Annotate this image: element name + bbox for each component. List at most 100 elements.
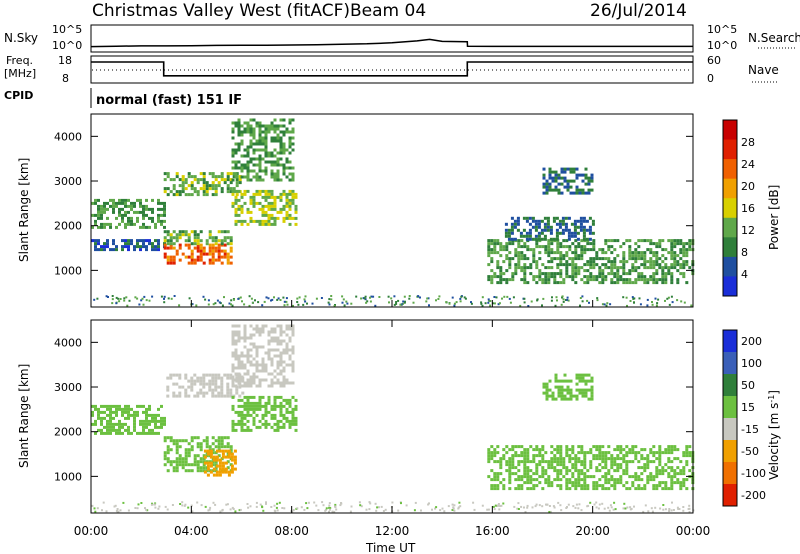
ground-scatter-cell <box>519 304 522 307</box>
data-cell <box>246 124 250 128</box>
data-cell <box>193 436 197 440</box>
power-colorbar-label: Power [dB] <box>767 185 781 250</box>
data-cell <box>670 451 674 455</box>
ground-scatter-cell <box>265 501 267 504</box>
data-cell <box>199 243 203 247</box>
data-cell <box>584 394 588 398</box>
data-cell <box>643 278 647 282</box>
data-cell <box>282 369 286 373</box>
data-cell <box>243 327 247 331</box>
data-cell <box>550 481 554 485</box>
ground-scatter-cell <box>647 510 650 513</box>
data-cell <box>211 184 215 188</box>
data-cell <box>553 278 557 282</box>
ground-scatter-cell <box>541 505 544 508</box>
data-cell <box>534 237 538 241</box>
data-cell <box>273 330 277 334</box>
data-cell <box>109 416 112 420</box>
data-cell <box>202 457 206 461</box>
data-cell <box>240 375 244 379</box>
data-cell <box>190 230 194 234</box>
data-cell <box>535 463 539 467</box>
data-cell <box>184 469 188 473</box>
data-cell <box>288 222 292 226</box>
data-cell <box>557 191 561 195</box>
data-cell <box>507 231 511 235</box>
data-cell <box>493 275 497 279</box>
ground-scatter-cell <box>160 295 163 298</box>
data-cell <box>502 272 506 276</box>
ground-scatter-cell <box>610 506 613 509</box>
ground-scatter-cell <box>464 297 467 300</box>
data-cell <box>187 261 191 265</box>
ground-scatter-cell <box>548 511 551 513</box>
data-cell <box>193 239 197 243</box>
ground-scatter-cell <box>345 300 348 303</box>
data-cell <box>151 219 154 223</box>
data-cell <box>175 469 179 473</box>
ground-scatter-cell <box>200 504 203 507</box>
data-cell <box>217 184 221 188</box>
data-cell <box>595 448 599 452</box>
data-cell <box>252 342 256 346</box>
ground-scatter-cell <box>428 304 430 307</box>
ground-scatter-cell <box>550 299 553 302</box>
data-cell <box>595 278 599 282</box>
ground-scatter-cell <box>566 506 568 508</box>
data-cell <box>221 467 225 471</box>
data-cell <box>273 395 277 399</box>
data-cell <box>555 237 559 241</box>
data-cell <box>100 410 103 414</box>
data-cell <box>169 463 173 467</box>
data-cell <box>261 169 265 173</box>
data-cell <box>273 172 277 176</box>
data-cell <box>258 124 262 128</box>
data-cell <box>556 281 560 285</box>
data-cell <box>291 166 295 170</box>
data-cell <box>246 163 250 167</box>
ground-scatter-cell <box>443 510 446 513</box>
data-cell <box>541 469 545 473</box>
data-cell <box>673 257 677 261</box>
data-cell <box>673 242 677 246</box>
data-cell <box>112 207 115 211</box>
data-cell <box>273 124 277 128</box>
data-cell <box>169 460 173 464</box>
data-cell <box>568 457 572 461</box>
data-cell <box>246 369 250 373</box>
ground-scatter-cell <box>463 296 466 299</box>
data-cell <box>573 222 577 226</box>
data-cell <box>288 121 292 125</box>
data-cell <box>279 142 283 146</box>
ground-scatter-cell <box>651 301 653 303</box>
data-cell <box>589 275 593 279</box>
data-cell <box>631 266 635 270</box>
data-cell <box>523 266 527 270</box>
ground-scatter-cell <box>340 502 342 504</box>
data-cell <box>217 252 221 256</box>
data-cell <box>157 413 160 417</box>
data-cell <box>276 157 280 161</box>
ground-scatter-cell <box>136 297 139 300</box>
data-cell <box>214 460 218 464</box>
data-cell <box>163 239 167 243</box>
data-cell <box>582 228 586 232</box>
data-cell <box>237 336 241 340</box>
data-cell <box>276 163 280 167</box>
data-cell <box>202 261 206 265</box>
data-cell <box>270 357 274 361</box>
data-cell <box>554 385 558 389</box>
data-cell <box>542 191 546 195</box>
ground-scatter-cell <box>333 305 336 307</box>
data-cell <box>112 422 115 426</box>
data-cell <box>211 239 215 243</box>
data-cell <box>267 189 271 193</box>
data-cell <box>279 198 283 202</box>
data-cell <box>240 130 244 134</box>
data-cell <box>670 475 674 479</box>
ground-scatter-cell <box>561 296 563 299</box>
data-cell <box>212 455 216 459</box>
ground-scatter-cell <box>219 510 222 513</box>
data-cell <box>578 373 582 377</box>
